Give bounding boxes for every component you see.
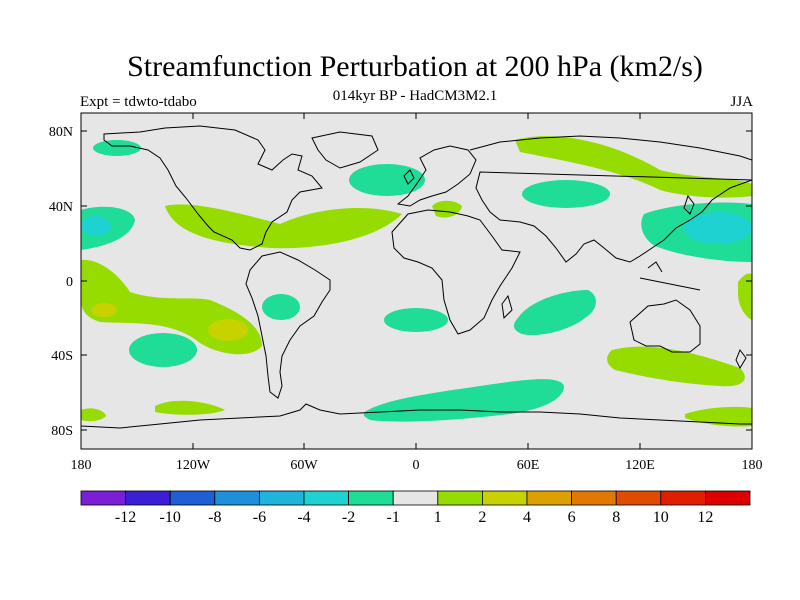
- positive-anomaly-region: [515, 136, 752, 198]
- colorbar-label: 10: [653, 509, 669, 526]
- negative-anomaly-region: [262, 294, 300, 320]
- colorbar-label: -2: [342, 509, 355, 526]
- negative-anomaly-region: [93, 140, 141, 156]
- lat-label: 40S: [51, 349, 73, 364]
- lon-label: 120W: [176, 458, 211, 473]
- colorbar-label: 6: [568, 509, 576, 526]
- negative-anomaly-region: [349, 164, 425, 196]
- south-america-coast: [245, 251, 331, 399]
- contour-fields: [81, 136, 752, 427]
- positive-anomaly-region: [155, 400, 225, 415]
- lat-label: 80N: [49, 125, 73, 140]
- africa-coast: [391, 209, 521, 335]
- lat-label: 80S: [51, 424, 73, 439]
- colorbar-label: 2: [478, 509, 486, 526]
- map-subtitle: 014kyr BP - HadCM3M2.1: [332, 88, 498, 104]
- negative-anomaly-region: [513, 290, 596, 336]
- lat-ticks: [81, 130, 752, 431]
- negative-anomaly-core: [81, 216, 111, 236]
- positive-anomaly-core: [208, 319, 248, 341]
- colorbar-swatch: [348, 490, 394, 506]
- colorbar-label: -10: [160, 509, 181, 526]
- positive-anomaly-region: [738, 273, 752, 320]
- colorbar-label: 4: [523, 509, 531, 526]
- colorbar-swatch: [258, 490, 305, 506]
- negative-anomaly-region: [384, 308, 448, 332]
- colorbar-swatch: [437, 490, 483, 506]
- colorbar-swatch: [303, 490, 349, 506]
- lon-label: 0: [413, 458, 420, 473]
- colorbar-label: 1: [434, 509, 442, 526]
- lon-label: 180: [71, 458, 92, 473]
- lon-label: 60E: [517, 458, 540, 473]
- colorbar-swatch: [481, 490, 528, 506]
- colorbar-swatch: [615, 490, 662, 506]
- positive-anomaly-region: [81, 408, 106, 422]
- lon-label: 120E: [625, 458, 655, 473]
- negative-anomaly-core: [684, 212, 752, 244]
- positive-anomaly-region: [607, 346, 745, 387]
- madagascar-coast: [501, 294, 513, 320]
- japan-coast: [683, 194, 695, 215]
- colorbar: -12 -10 -8 -6 -4 -2 -1 1 2 4 6 8 10 12: [80, 490, 751, 526]
- lat-label: 40N: [49, 200, 73, 215]
- greenland-coast: [311, 131, 379, 169]
- colorbar-swatch: [392, 490, 439, 506]
- colorbar-label: -4: [297, 509, 310, 526]
- negative-anomaly-region: [522, 180, 610, 208]
- uk-coast: [403, 169, 415, 185]
- experiment-label: Expt = tdwto-tdabo: [80, 94, 197, 110]
- colorbar-swatch: [214, 490, 260, 506]
- lon-label: 60W: [290, 458, 318, 473]
- season-label: JJA: [730, 94, 753, 110]
- indonesia-coast: [639, 261, 701, 291]
- lon-label: 180: [742, 458, 763, 473]
- colorbar-swatch: [571, 490, 617, 506]
- colorbar-label: -8: [208, 509, 221, 526]
- negative-anomaly-region: [363, 379, 564, 422]
- colorbar-label: 8: [612, 509, 620, 526]
- colorbar-swatch: [705, 490, 751, 506]
- europe-coast: [396, 145, 477, 207]
- north-america-coast: [103, 125, 323, 251]
- colorbar-label: -1: [387, 509, 400, 526]
- asia-coast: [469, 135, 752, 263]
- lat-label: 0: [66, 275, 73, 290]
- colorbar-label: -12: [115, 509, 136, 526]
- colorbar-swatch: [660, 490, 706, 506]
- new-zealand-coast: [735, 348, 747, 370]
- positive-anomaly-region: [165, 204, 402, 249]
- lon-ticks: [80, 113, 753, 449]
- colorbar-swatch: [125, 490, 171, 506]
- antarctica-coast: [81, 403, 752, 429]
- colorbar-swatch: [526, 490, 572, 506]
- colorbar-label: 12: [697, 509, 713, 526]
- positive-anomaly-core: [91, 303, 117, 317]
- colorbar-label: -6: [253, 509, 266, 526]
- negative-anomaly-region: [129, 333, 197, 367]
- colorbar-swatch: [80, 490, 126, 506]
- australia-coast: [629, 299, 701, 353]
- coastlines: [81, 125, 752, 429]
- colorbar-swatch: [169, 490, 216, 506]
- map-title: Streamfunction Perturbation at 200 hPa (…: [127, 50, 703, 83]
